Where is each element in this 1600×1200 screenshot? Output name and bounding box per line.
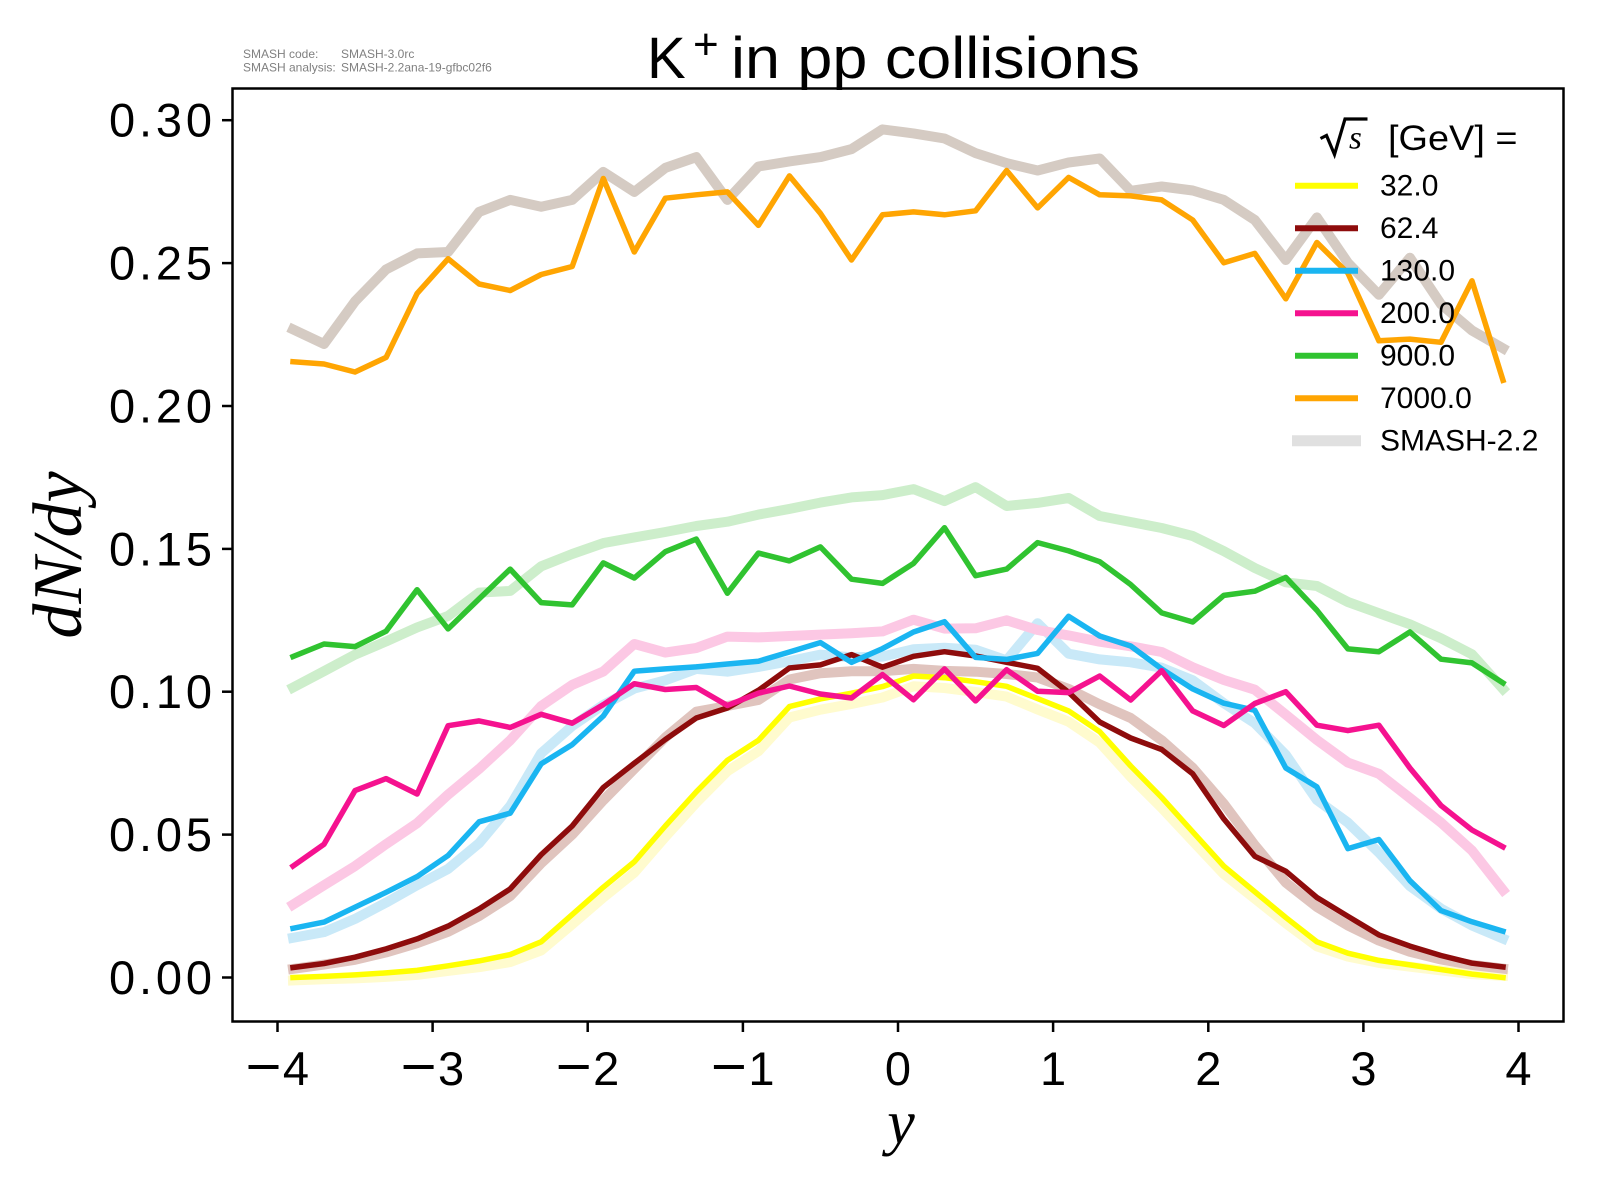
svg-text:200.0: 200.0: [1380, 297, 1455, 330]
svg-text:+: +: [693, 20, 719, 69]
svg-text:0.30: 0.30: [109, 94, 212, 147]
svg-text:3: 3: [1350, 1042, 1376, 1095]
svg-text:SMASH-3.0rc: SMASH-3.0rc: [341, 47, 414, 61]
svg-text:4: 4: [283, 1042, 309, 1095]
svg-text:0.25: 0.25: [109, 237, 212, 290]
svg-text:[GeV] =: [GeV] =: [1388, 119, 1518, 158]
svg-text:0.20: 0.20: [109, 380, 212, 433]
svg-text:900.0: 900.0: [1380, 340, 1455, 373]
svg-text:dN/dy: dN/dy: [20, 470, 97, 638]
svg-text:1: 1: [748, 1042, 774, 1095]
svg-text:0: 0: [885, 1042, 911, 1095]
svg-text:s: s: [1349, 121, 1362, 157]
svg-text:y: y: [881, 1089, 915, 1157]
svg-text:0.05: 0.05: [109, 808, 212, 861]
svg-text:SMASH-2.2: SMASH-2.2: [1380, 425, 1538, 458]
svg-text:1: 1: [1040, 1042, 1066, 1095]
svg-text:2: 2: [1195, 1042, 1221, 1095]
svg-text:SMASH code:: SMASH code:: [243, 47, 318, 61]
svg-text:3: 3: [438, 1042, 464, 1095]
svg-text:in pp collisions: in pp collisions: [731, 26, 1140, 91]
svg-text:32.0: 32.0: [1380, 170, 1438, 203]
svg-text:0.00: 0.00: [109, 951, 212, 1004]
svg-text:2: 2: [593, 1042, 619, 1095]
svg-text:4: 4: [1505, 1042, 1531, 1095]
svg-text:SMASH analysis:: SMASH analysis:: [243, 61, 336, 75]
svg-text:0.15: 0.15: [109, 522, 212, 575]
svg-text:62.4: 62.4: [1380, 212, 1438, 245]
svg-text:0.10: 0.10: [109, 665, 212, 718]
svg-text:130.0: 130.0: [1380, 255, 1455, 288]
svg-text:SMASH-2.2ana-19-gfbc02f6: SMASH-2.2ana-19-gfbc02f6: [341, 61, 492, 75]
svg-text:7000.0: 7000.0: [1380, 382, 1472, 415]
svg-text:K: K: [647, 26, 686, 91]
